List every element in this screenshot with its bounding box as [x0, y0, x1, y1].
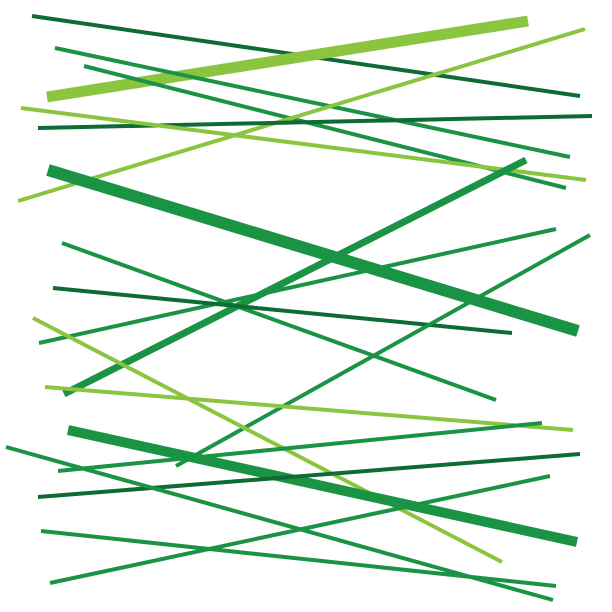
stripe-line	[66, 425, 579, 547]
line-group	[5, 14, 593, 602]
stripe-line	[38, 227, 557, 345]
stripe-line	[54, 46, 571, 159]
stripe-line	[49, 474, 551, 585]
stripe-line	[57, 421, 543, 473]
stripe-line	[37, 114, 593, 130]
stripe-line	[44, 385, 574, 432]
stripe-line	[46, 15, 529, 103]
stripe-line	[62, 156, 528, 398]
stripe-line	[17, 27, 586, 203]
stripe-line	[32, 316, 503, 564]
stripe-line	[52, 286, 513, 335]
stripe-line	[37, 452, 581, 499]
stripe-line	[46, 164, 580, 337]
stripe-line	[61, 241, 497, 402]
stripe-line	[40, 529, 557, 588]
stripe-line	[20, 106, 587, 182]
